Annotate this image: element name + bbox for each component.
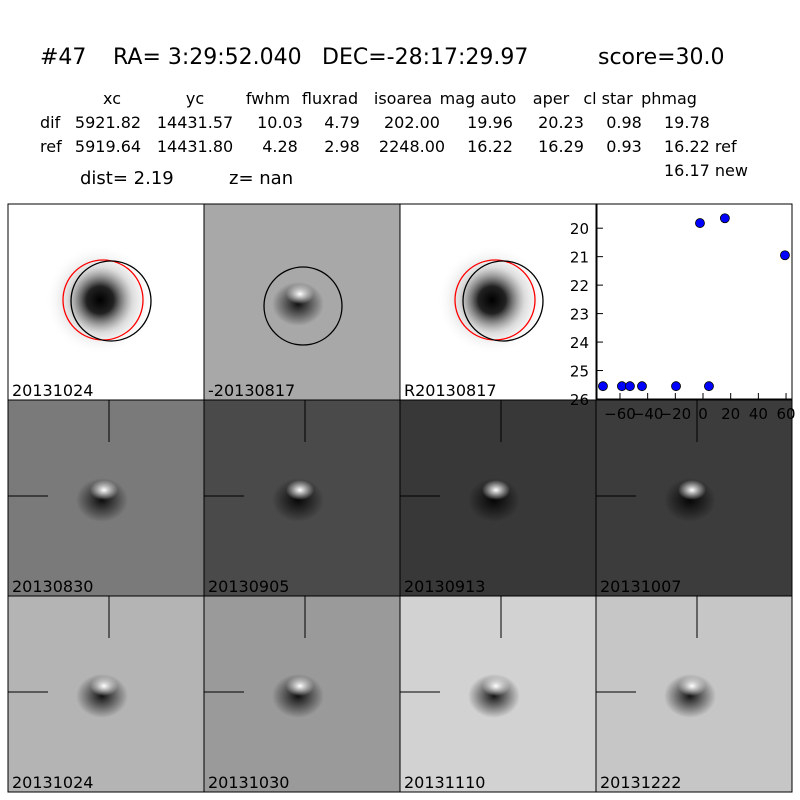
score: score=30.0 bbox=[598, 45, 725, 70]
x-tick-label: 20 bbox=[721, 405, 740, 423]
dif-aperture bbox=[263, 266, 343, 346]
x-tick-label: 40 bbox=[749, 405, 768, 423]
table-cell: 10.03 bbox=[257, 113, 303, 132]
panel-label: 20130913 bbox=[404, 577, 485, 596]
data-point bbox=[780, 250, 790, 261]
table-cell: 2248.00 bbox=[379, 137, 445, 156]
bright-lobe bbox=[482, 676, 510, 696]
row-label: ref bbox=[40, 137, 62, 156]
x-tick-label: −40 bbox=[632, 405, 664, 423]
panel-label: 20131222 bbox=[600, 773, 681, 792]
column-header: isoarea bbox=[374, 89, 432, 108]
source-blob bbox=[437, 245, 547, 355]
table-cell: 0.98 bbox=[606, 113, 642, 132]
data-point bbox=[625, 381, 635, 392]
panel-label: 20131007 bbox=[600, 577, 681, 596]
bright-lobe bbox=[286, 676, 314, 696]
x-tick-label: −20 bbox=[660, 405, 692, 423]
y-tick-label: 25 bbox=[570, 363, 589, 381]
column-header: yc bbox=[186, 89, 204, 108]
source-blob bbox=[45, 245, 155, 355]
table-cell: 16.22 ref bbox=[664, 137, 737, 156]
column-header: mag auto bbox=[440, 89, 517, 108]
x-tick-label: 0 bbox=[698, 405, 708, 423]
data-point bbox=[671, 381, 681, 392]
column-header: aper bbox=[533, 89, 570, 108]
table-cell: 202.00 bbox=[384, 113, 440, 132]
dist: dist= 2.19 bbox=[80, 168, 174, 189]
table-cell: 19.96 bbox=[467, 113, 513, 132]
column-header: phmag bbox=[641, 89, 697, 108]
table-cell: 14431.80 bbox=[157, 137, 233, 156]
column-header: fluxrad bbox=[302, 89, 358, 108]
panel-label: R20130817 bbox=[404, 381, 497, 400]
chart-area bbox=[596, 203, 793, 400]
table-cell: 14431.57 bbox=[157, 113, 233, 132]
panel-label: -20130817 bbox=[208, 381, 295, 400]
dif-aperture bbox=[70, 260, 152, 342]
z: z= nan bbox=[229, 168, 293, 189]
data-point bbox=[637, 381, 647, 392]
object-id: #47 bbox=[40, 45, 86, 70]
bright-lobe bbox=[286, 480, 314, 500]
y-tick-label: 22 bbox=[570, 277, 589, 295]
table-cell: 20.23 bbox=[538, 113, 584, 132]
table-cell: 16.29 bbox=[538, 137, 584, 156]
table-cell: 19.78 bbox=[664, 113, 710, 132]
column-header: xc bbox=[103, 89, 121, 108]
table-cell: 4.28 bbox=[262, 137, 298, 156]
x-tick-label: 60 bbox=[777, 405, 796, 423]
bright-lobe bbox=[678, 480, 706, 500]
column-header: cl star bbox=[583, 89, 633, 108]
table-cell: 5919.64 bbox=[75, 137, 141, 156]
data-point bbox=[598, 381, 608, 392]
x-tick-label: −60 bbox=[604, 405, 636, 423]
data-point bbox=[695, 218, 705, 228]
dec: DEC=-28:17:29.97 bbox=[322, 45, 528, 70]
bright-lobe bbox=[90, 676, 118, 696]
bright-lobe bbox=[90, 480, 118, 500]
data-point bbox=[704, 381, 714, 392]
table-cell: 16.22 bbox=[467, 137, 513, 156]
panel-label: 20131030 bbox=[208, 773, 289, 792]
note: 16.17 new bbox=[664, 161, 748, 180]
data-point bbox=[719, 213, 730, 224]
table-cell: 2.98 bbox=[324, 137, 360, 156]
bright-lobe bbox=[678, 676, 706, 696]
table-cell: 4.79 bbox=[324, 113, 360, 132]
dif-aperture bbox=[462, 260, 544, 342]
y-tick-label: 24 bbox=[570, 334, 589, 352]
panel-label: 20130905 bbox=[208, 577, 289, 596]
panel-label: 20131024 bbox=[12, 381, 93, 400]
column-header: fwhm bbox=[246, 89, 290, 108]
table-cell: 5921.82 bbox=[75, 113, 141, 132]
row-label: dif bbox=[40, 113, 61, 132]
y-tick-label: 26 bbox=[570, 391, 589, 409]
bright-lobe bbox=[286, 284, 314, 304]
bright-lobe bbox=[482, 480, 510, 500]
image-panel bbox=[7, 595, 205, 793]
y-tick-label: 21 bbox=[570, 249, 589, 267]
panel-label: 20131024 bbox=[12, 773, 93, 792]
ra: RA= 3:29:52.040 bbox=[113, 45, 302, 70]
y-tick-label: 23 bbox=[570, 306, 589, 324]
table-cell: 0.93 bbox=[606, 137, 642, 156]
y-tick-label: 20 bbox=[570, 220, 589, 238]
panel-label: 20131110 bbox=[404, 773, 485, 792]
panel-label: 20130830 bbox=[12, 577, 93, 596]
